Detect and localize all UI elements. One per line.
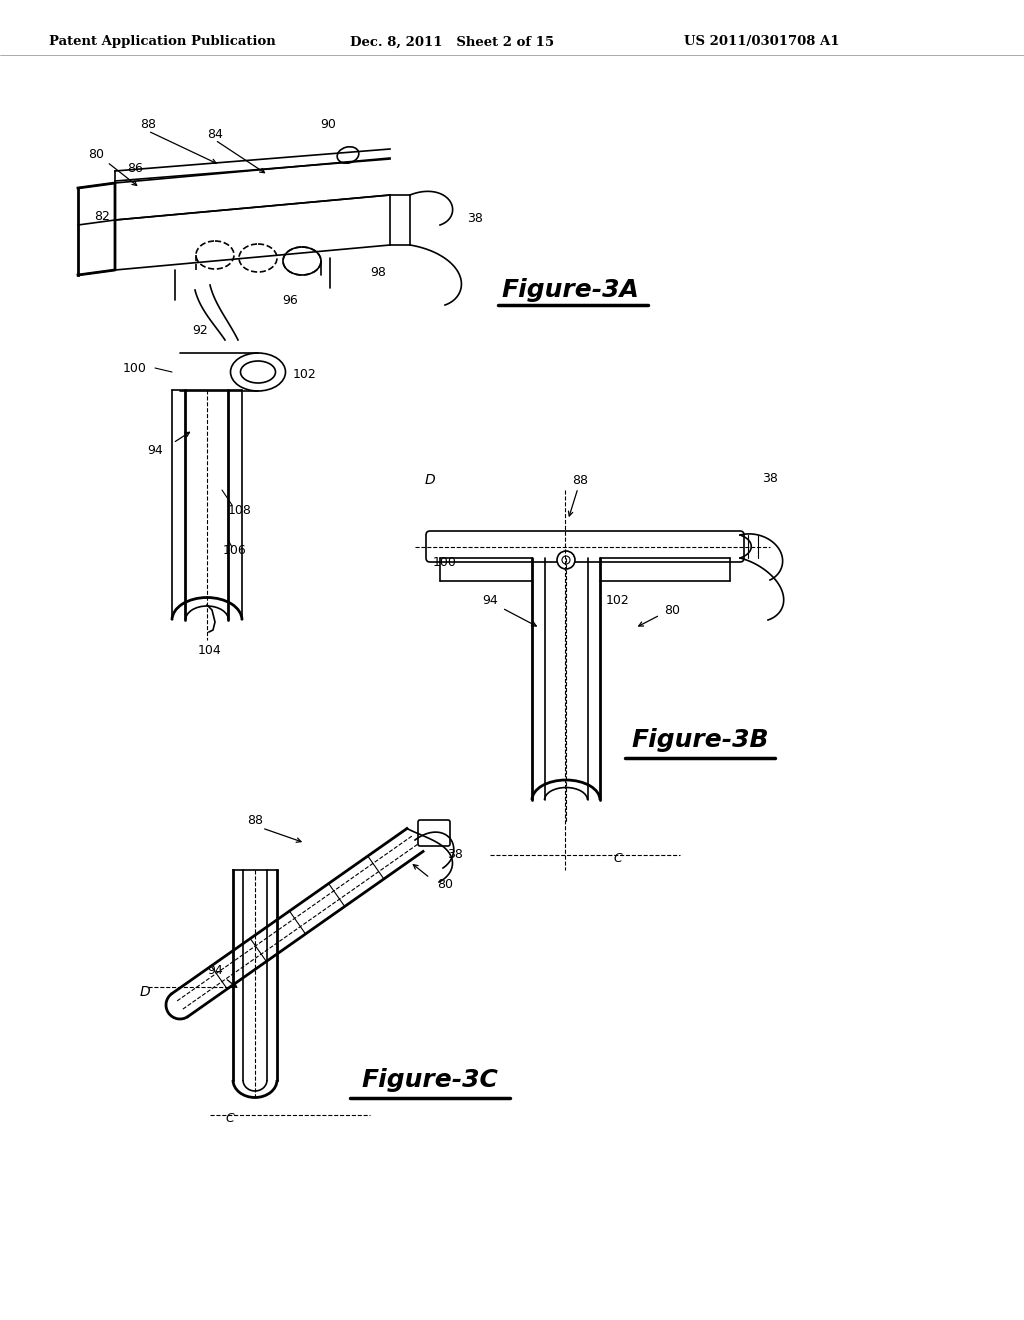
Text: 100: 100 [433, 556, 457, 569]
Text: 106: 106 [223, 544, 247, 557]
Text: 102: 102 [293, 368, 316, 381]
Text: Figure-3A: Figure-3A [501, 279, 639, 302]
Text: 38: 38 [447, 849, 463, 862]
Text: C: C [225, 1111, 234, 1125]
Text: 86: 86 [127, 161, 143, 174]
FancyBboxPatch shape [426, 531, 744, 562]
Text: 88: 88 [247, 813, 263, 826]
Text: C: C [613, 851, 623, 865]
Text: Figure-3C: Figure-3C [361, 1068, 499, 1092]
Text: 94: 94 [147, 444, 163, 457]
Text: D: D [139, 985, 151, 999]
Text: US 2011/0301708 A1: US 2011/0301708 A1 [684, 36, 840, 49]
Text: 94: 94 [482, 594, 498, 606]
Ellipse shape [230, 352, 286, 391]
Ellipse shape [557, 550, 575, 569]
Text: 80: 80 [664, 603, 680, 616]
Text: Figure-3B: Figure-3B [631, 729, 769, 752]
Text: 102: 102 [606, 594, 630, 606]
Text: 84: 84 [207, 128, 223, 141]
Text: 92: 92 [193, 323, 208, 337]
Text: D: D [425, 473, 435, 487]
Text: 80: 80 [437, 879, 453, 891]
Text: 104: 104 [198, 644, 222, 656]
FancyBboxPatch shape [418, 820, 450, 846]
Text: 38: 38 [762, 471, 778, 484]
Text: 88: 88 [140, 119, 156, 132]
Text: 94: 94 [207, 964, 223, 977]
Text: 100: 100 [123, 362, 146, 375]
Text: 108: 108 [228, 503, 252, 516]
Text: Dec. 8, 2011   Sheet 2 of 15: Dec. 8, 2011 Sheet 2 of 15 [350, 36, 554, 49]
Text: 88: 88 [572, 474, 588, 487]
Text: Patent Application Publication: Patent Application Publication [48, 36, 275, 49]
Text: 98: 98 [370, 265, 386, 279]
Text: 82: 82 [94, 210, 110, 223]
Text: 80: 80 [88, 149, 104, 161]
Text: 96: 96 [283, 293, 298, 306]
Text: 90: 90 [321, 119, 336, 132]
Text: 38: 38 [467, 211, 483, 224]
